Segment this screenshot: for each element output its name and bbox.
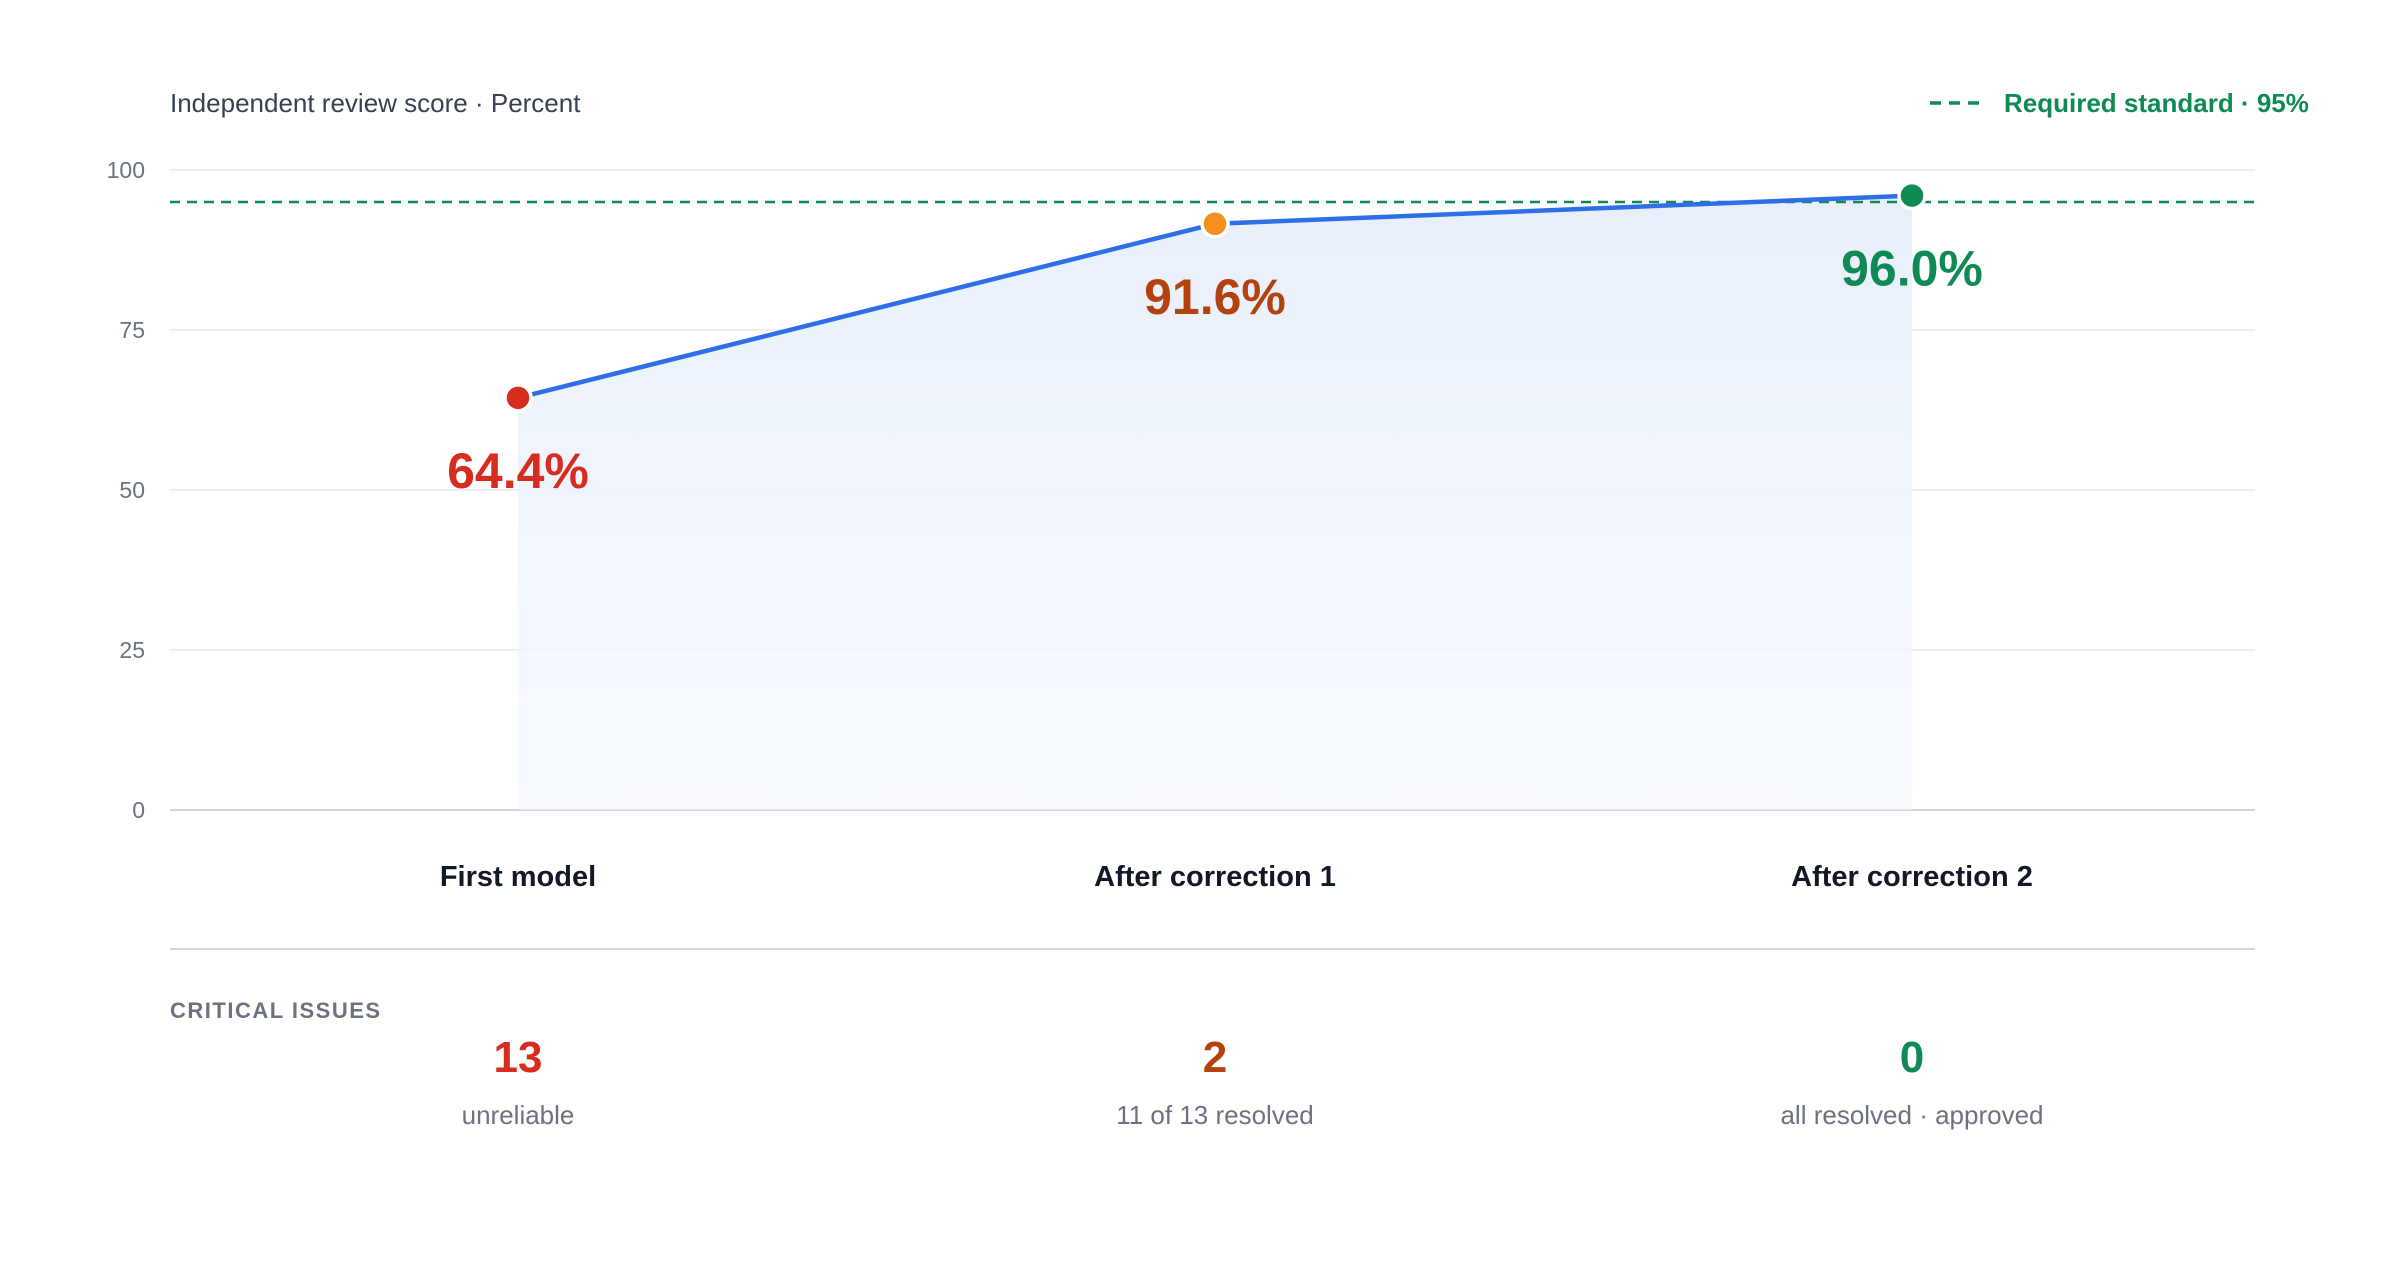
area-under-line	[518, 195, 1912, 811]
category-label: First model	[440, 861, 596, 893]
y-tick-label: 25	[119, 637, 145, 663]
data-label: 91.6%	[1144, 269, 1286, 325]
chart-title: Independent review score · Percent	[170, 88, 581, 118]
data-label: 96.0%	[1841, 241, 1983, 297]
legend-label: Required standard · 95%	[2004, 88, 2309, 118]
issue-count: 2	[1203, 1033, 1227, 1082]
data-labels: 64.4% 91.6% 96.0%	[447, 241, 1983, 499]
area-fill	[518, 195, 1912, 811]
legend: Required standard · 95%	[1930, 88, 2309, 118]
data-label: 64.4%	[447, 443, 589, 499]
critical-issues: 13 unreliable 2 11 of 13 resolved 0 all …	[462, 1033, 2044, 1130]
issue-note: 11 of 13 resolved	[1116, 1100, 1314, 1130]
y-tick-label: 50	[119, 477, 145, 503]
data-point	[1200, 209, 1230, 239]
y-tick-label: 100	[107, 157, 145, 183]
category-label: After correction 2	[1791, 861, 2033, 893]
issue-count: 0	[1900, 1033, 1924, 1082]
critical-issues-heading: CRITICAL ISSUES	[170, 998, 382, 1023]
issue-note: unreliable	[462, 1100, 575, 1130]
issue-note: all resolved · approved	[1780, 1100, 2043, 1130]
y-tick-label: 0	[132, 797, 145, 823]
data-point	[1897, 180, 1927, 211]
points	[503, 180, 1927, 413]
category-label: After correction 1	[1094, 861, 1336, 893]
data-point	[503, 383, 533, 413]
issue-count: 13	[494, 1033, 543, 1082]
y-tick-label: 75	[119, 317, 145, 343]
category-labels: First model After correction 1 After cor…	[440, 861, 2033, 893]
